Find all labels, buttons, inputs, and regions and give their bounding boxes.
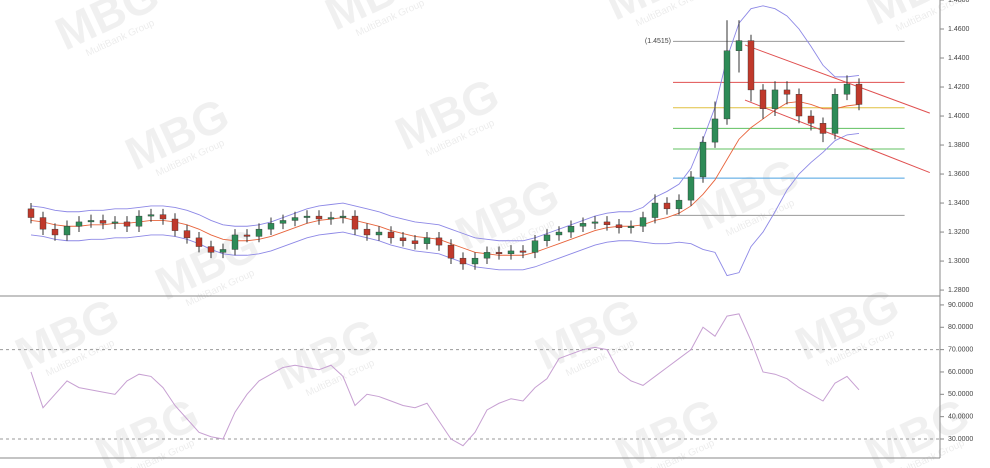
candle-body: [483, 252, 491, 259]
candle-body: [651, 202, 659, 218]
candle-body: [627, 226, 635, 228]
candle-body: [447, 244, 455, 259]
candle-body: [435, 237, 443, 246]
candle-body: [675, 199, 683, 210]
trendline: [744, 99, 930, 174]
candle-body: [603, 221, 611, 226]
rsi-line: [30, 313, 860, 447]
fib-level-label: (1.4515): [645, 38, 671, 45]
candle-body: [207, 246, 215, 253]
y-tick-label: 80.0000: [948, 324, 973, 331]
candle-body: [555, 231, 563, 236]
candle-body: [699, 141, 707, 178]
candle-body: [567, 226, 575, 233]
candle-body: [279, 220, 287, 224]
candle-body: [219, 249, 227, 253]
candle-body: [315, 215, 323, 220]
candle-body: [459, 257, 467, 265]
candle-body: [39, 217, 47, 230]
candle-body: [423, 237, 431, 244]
candle-body: [507, 250, 515, 255]
candle-body: [843, 83, 851, 95]
candle-body: [807, 115, 815, 124]
candle-body: [363, 228, 371, 236]
candle-body: [663, 202, 671, 210]
candle-body: [543, 234, 551, 241]
candle-body: [339, 215, 347, 218]
y-tick-label: 70.0000: [948, 346, 973, 353]
candle-body: [783, 89, 791, 95]
candle-body: [831, 94, 839, 134]
y-tick-label: 1.3600: [948, 171, 970, 178]
y-tick-label: 1.4800: [948, 0, 970, 4]
candle-body: [135, 215, 143, 227]
y-tick-label: 1.4000: [948, 113, 970, 120]
candle-body: [399, 237, 407, 241]
candle-body: [711, 118, 719, 143]
candle-body: [615, 224, 623, 228]
y-tick-label: 50.0000: [948, 391, 973, 398]
candle-body: [411, 240, 419, 244]
candle-body: [243, 234, 251, 237]
candle-body: [183, 230, 191, 239]
y-tick-label: 1.3200: [948, 229, 970, 236]
candle-body: [723, 50, 731, 120]
candle-body: [195, 237, 203, 247]
candle-body: [303, 215, 311, 218]
candle-body: [687, 176, 695, 201]
candle-body: [387, 231, 395, 239]
y-tick-label: 1.4400: [948, 55, 970, 62]
candle-body: [171, 218, 179, 231]
candle-body: [87, 220, 95, 223]
candle-body: [27, 208, 35, 218]
candle-body: [327, 217, 335, 220]
candle-body: [819, 123, 827, 134]
candle-body: [519, 250, 527, 253]
y-tick-label: 60.0000: [948, 369, 973, 376]
candle-body: [75, 221, 83, 227]
candle-body: [159, 214, 167, 220]
candle-body: [111, 221, 119, 224]
y-tick-label: 1.3800: [948, 142, 970, 149]
y-tick-label: 1.4600: [948, 26, 970, 33]
candle-body: [795, 94, 803, 117]
candle-body: [351, 215, 359, 230]
candle-body: [99, 220, 107, 224]
y-tick-label: 40.0000: [948, 414, 973, 421]
y-tick-label: 30.0000: [948, 436, 973, 443]
candle-body: [147, 214, 155, 217]
candle-body: [771, 89, 779, 109]
y-tick-label: 1.4200: [948, 84, 970, 91]
candle-body: [231, 234, 239, 250]
candle-body: [639, 217, 647, 227]
candle-body: [759, 89, 767, 109]
candle-body: [471, 257, 479, 265]
y-tick-label: 1.3000: [948, 258, 970, 265]
candle-body: [291, 217, 299, 221]
candle-body: [495, 252, 503, 255]
bollinger-upper: [30, 5, 860, 242]
y-tick-label: 1.3400: [948, 200, 970, 207]
candle-body: [123, 221, 131, 227]
candle-body: [51, 228, 59, 236]
candle-body: [63, 226, 71, 236]
candle-body: [255, 228, 263, 237]
candle-body: [267, 223, 275, 230]
candle-body: [591, 221, 599, 224]
bollinger-middle: [30, 101, 860, 256]
y-tick-label: 1.2800: [948, 287, 970, 294]
candle-body: [579, 223, 587, 227]
y-tick-label: 90.0000: [948, 302, 973, 309]
candle-body: [735, 40, 743, 51]
candle-body: [855, 83, 863, 105]
candle-body: [747, 40, 755, 91]
bollinger-lower: [30, 132, 860, 277]
candle-body: [375, 231, 383, 236]
trendline: [744, 44, 930, 114]
candle-body: [531, 240, 539, 253]
